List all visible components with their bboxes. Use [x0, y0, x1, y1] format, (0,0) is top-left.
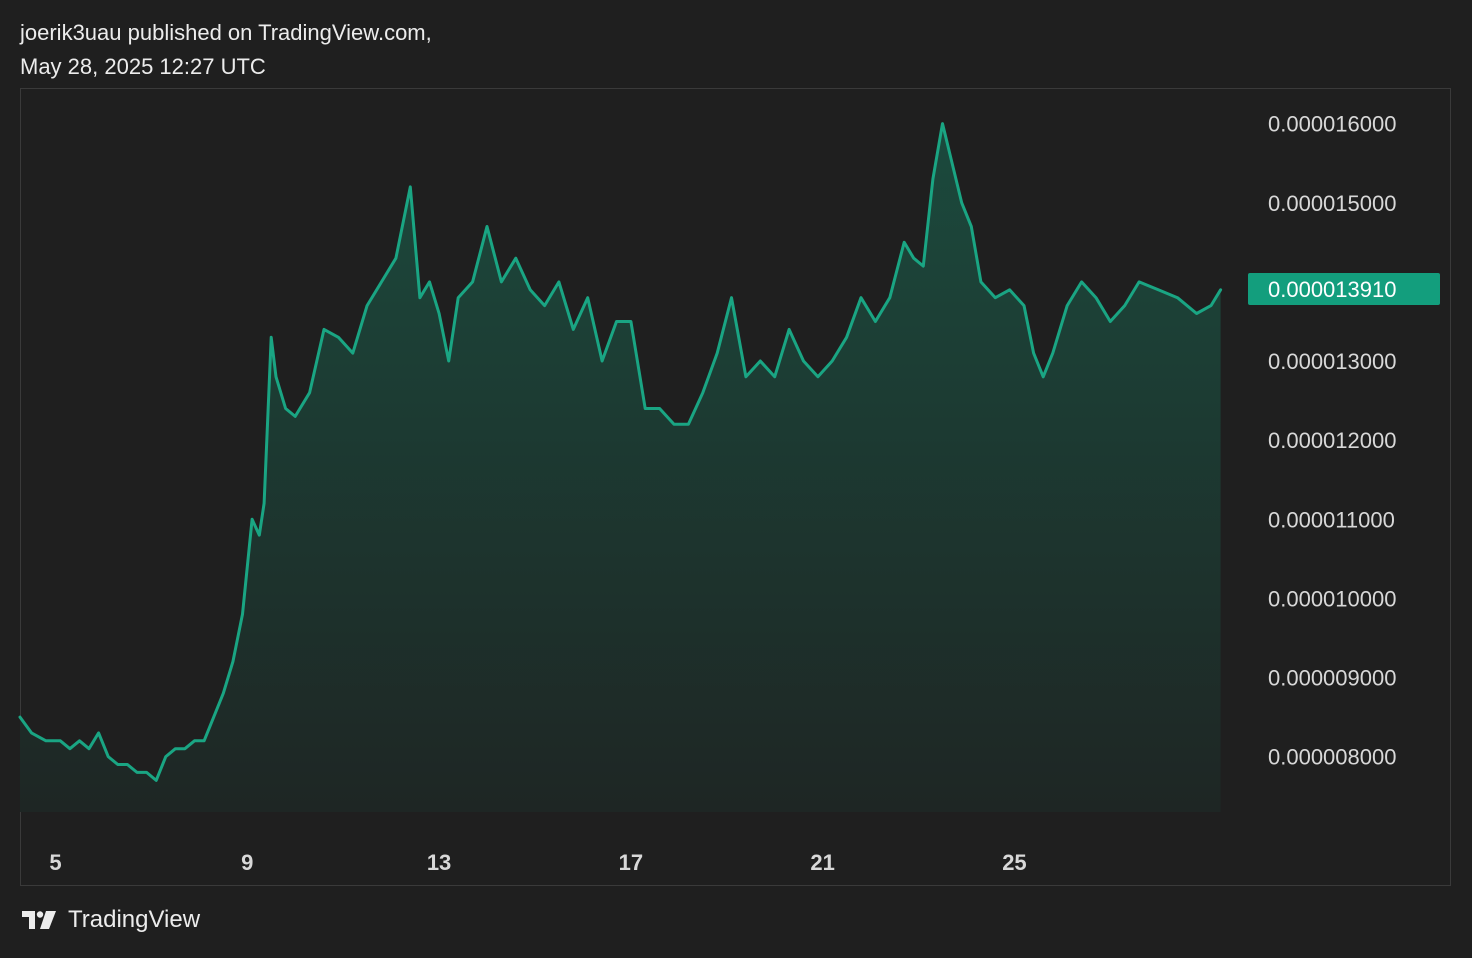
y-tick-label: 0.000012000: [1268, 428, 1396, 453]
x-tick-label: 9: [241, 850, 253, 875]
y-tick-label: 0.000008000: [1268, 745, 1396, 770]
y-tick-label: 0.000016000: [1268, 112, 1396, 137]
price-axis: 0.000016000 0.000015000 0.000013000 0.00001…: [1268, 112, 1396, 770]
publish-header: joerik3uau published on TradingView.com,…: [20, 16, 432, 84]
price-line: [18, 122, 1223, 782]
time-axis: 5 9 13 17 21 25: [49, 850, 1026, 875]
x-tick-label: 21: [810, 850, 834, 875]
footer-brand: TradingView: [20, 906, 200, 934]
y-tick-label: 0.000013000: [1268, 349, 1396, 374]
plot-area: [18, 122, 1223, 813]
price-area: [20, 123, 1221, 813]
x-tick-label: 25: [1002, 850, 1026, 875]
x-tick-label: 13: [427, 850, 451, 875]
y-tick-label: 0.000010000: [1268, 586, 1396, 611]
chart-frame: [20, 88, 1451, 886]
publish-date: May 28, 2025 12:27 UTC: [20, 54, 266, 79]
y-tick-label: 0.000009000: [1268, 665, 1396, 690]
x-tick-label: 17: [619, 850, 643, 875]
tradingview-logo-icon: [22, 911, 56, 929]
last-price-badge-bg: [1248, 273, 1440, 306]
x-tick-label: 5: [49, 850, 61, 875]
y-tick-label: 0.000015000: [1268, 191, 1396, 216]
last-price-badge: 0.000013910: [1248, 273, 1440, 306]
last-price-label: 0.000013910: [1268, 277, 1396, 302]
brand-name: TradingView: [68, 906, 201, 933]
publisher-line: joerik3uau published on TradingView.com,: [20, 20, 432, 45]
y-tick-label: 0.000011000: [1268, 507, 1395, 532]
